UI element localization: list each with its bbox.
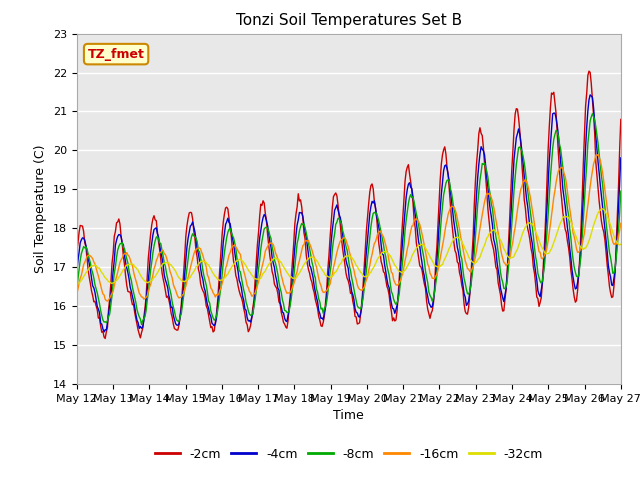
X-axis label: Time: Time [333, 409, 364, 422]
Y-axis label: Soil Temperature (C): Soil Temperature (C) [35, 144, 47, 273]
Title: Tonzi Soil Temperatures Set B: Tonzi Soil Temperatures Set B [236, 13, 462, 28]
Legend: -2cm, -4cm, -8cm, -16cm, -32cm: -2cm, -4cm, -8cm, -16cm, -32cm [150, 443, 548, 466]
Text: TZ_fmet: TZ_fmet [88, 48, 145, 60]
